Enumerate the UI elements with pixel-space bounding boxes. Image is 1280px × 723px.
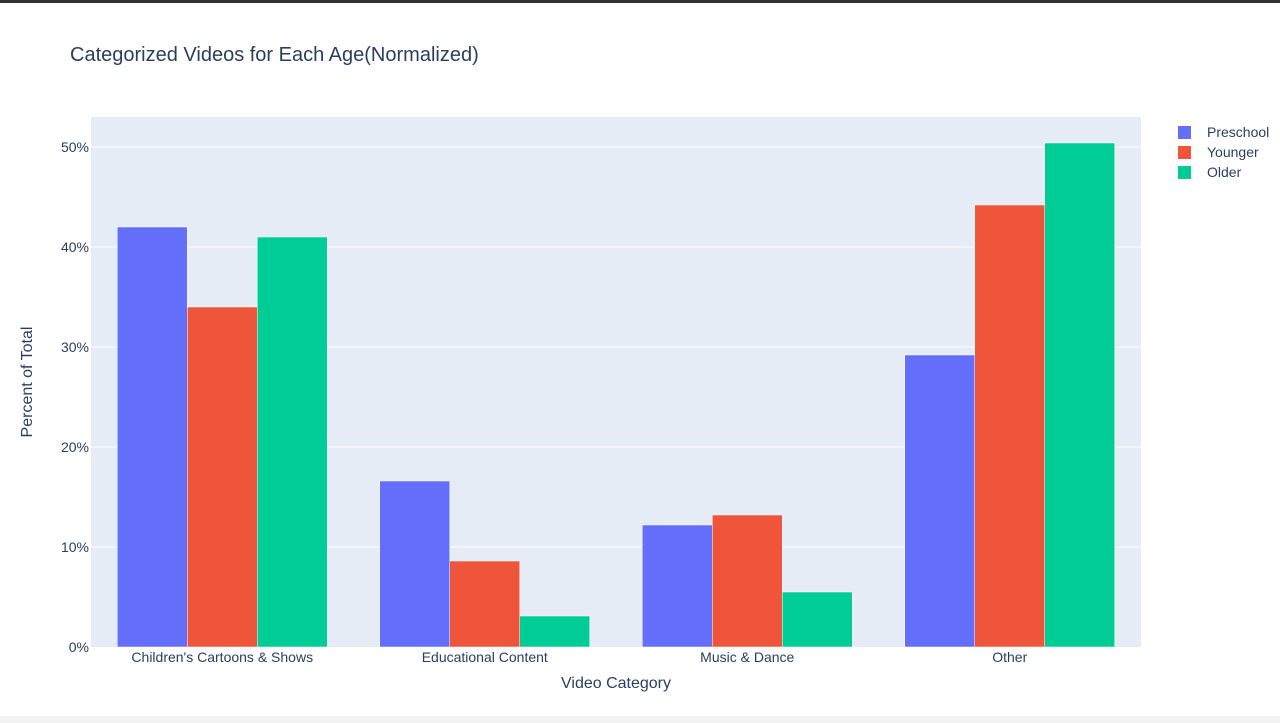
bar-preschool [642, 524, 713, 648]
legend-label-younger: Younger [1207, 144, 1259, 160]
bar-older [782, 591, 853, 648]
chart-title: Categorized Videos for Each Age(Normaliz… [70, 44, 479, 66]
legend-item-older[interactable]: Older [1176, 162, 1269, 182]
y-tick-label: 30% [61, 339, 89, 355]
y-axis-label: Percent of Total [19, 326, 36, 438]
legend-item-younger[interactable]: Younger [1176, 142, 1269, 162]
legend-item-preschool[interactable]: Preschool [1176, 122, 1269, 142]
legend-swatch-older [1178, 165, 1191, 179]
x-axis-label: Video Category [561, 675, 671, 692]
y-tick-label: 10% [61, 539, 89, 555]
window-top-border [0, 0, 1280, 3]
y-tick-label: 50% [61, 139, 89, 155]
x-tick-label: Other [992, 649, 1027, 665]
bar-preschool [904, 354, 975, 648]
bar-preschool [379, 480, 450, 648]
legend: Preschool Younger Older [1176, 122, 1269, 182]
legend-swatch-preschool [1178, 125, 1191, 139]
x-tick-label: Children's Cartoons & Shows [131, 649, 313, 665]
x-tick-label: Music & Dance [700, 649, 794, 665]
legend-swatch-younger [1178, 145, 1191, 159]
bar-younger [974, 204, 1045, 648]
bar-younger [187, 306, 258, 648]
x-tick-label: Educational Content [422, 649, 548, 665]
y-tick-label: 0% [69, 639, 89, 655]
y-tick-label: 40% [61, 239, 89, 255]
legend-label-preschool: Preschool [1207, 124, 1270, 140]
bar-younger [449, 560, 520, 648]
bar-older [257, 236, 328, 648]
bar-older [1044, 142, 1115, 648]
bar-older [519, 615, 590, 648]
window-bottom-border [0, 716, 1280, 723]
bar-younger [712, 514, 783, 648]
legend-label-older: Older [1207, 164, 1242, 180]
y-tick-label: 20% [61, 439, 89, 455]
bar-preschool [117, 226, 188, 648]
